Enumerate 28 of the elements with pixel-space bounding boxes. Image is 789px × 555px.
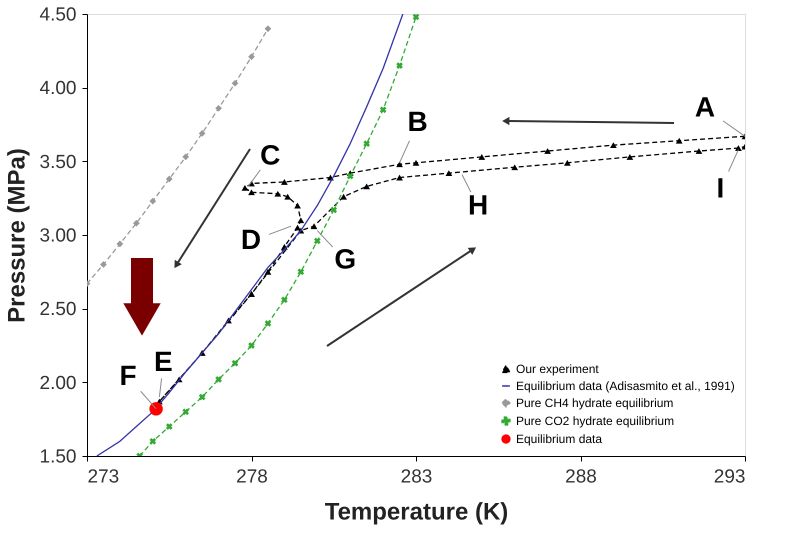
annotation: I — [716, 172, 724, 204]
y-tick-label: 1.50 — [40, 446, 76, 468]
legend-label: Equilibrium data — [516, 432, 602, 446]
y-tick-label: 2.00 — [40, 372, 76, 394]
legend-label: Our experiment — [516, 362, 600, 376]
y-tick-label: 3.50 — [40, 152, 76, 173]
annotation: F — [120, 360, 137, 391]
annotation: H — [468, 190, 488, 221]
x-tick-label: 273 — [88, 466, 120, 488]
x-tick-label: 293 — [714, 466, 746, 488]
x-tick-label: 288 — [565, 466, 597, 488]
y-tick-label: 2.50 — [40, 299, 76, 320]
legend-label: Pure CH4 hydrate equilibrium — [516, 396, 674, 410]
annotation: C — [260, 139, 280, 170]
annotation: D — [240, 224, 262, 256]
y-tick-label: 4.00 — [40, 78, 76, 100]
x-tick-label: 283 — [400, 466, 432, 488]
x-tick-label: 278 — [236, 466, 268, 488]
annotation: B — [407, 106, 428, 137]
annotation: E — [154, 346, 173, 378]
legend-label: Equilibrium data (Adisasmito et al., 1991) — [516, 379, 735, 393]
y-tick-label: 4.50 — [40, 4, 76, 26]
annotation: G — [334, 244, 356, 275]
legend-label: Pure CO2 hydrate equilibrium — [516, 414, 674, 428]
y-axis-title: Pressure (MPa) — [4, 148, 31, 323]
annotation: A — [694, 91, 716, 122]
x-axis-title: Temperature (K) — [324, 498, 508, 526]
y-tick-label: 3.00 — [40, 226, 76, 246]
